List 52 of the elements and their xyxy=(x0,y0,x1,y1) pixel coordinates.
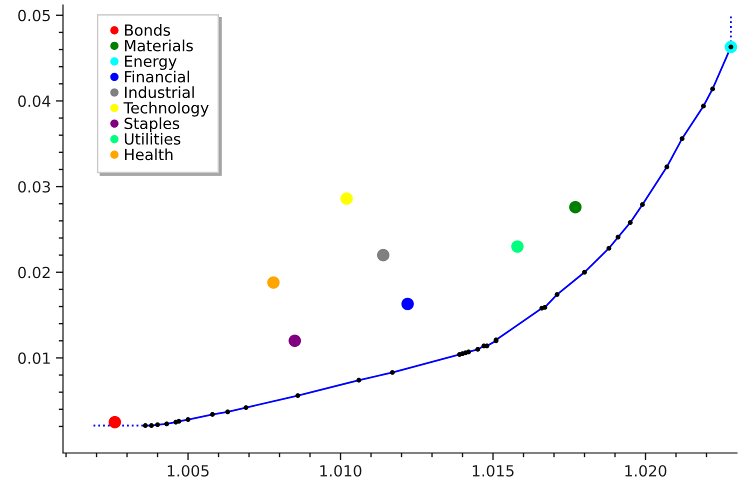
legend-label: Technology xyxy=(124,102,209,117)
y-tick-label: 0.03 xyxy=(18,181,50,193)
point xyxy=(640,202,645,207)
point xyxy=(466,350,472,354)
point xyxy=(484,344,490,348)
point xyxy=(680,136,685,142)
point xyxy=(149,423,154,428)
y-tick-label: 0.04 xyxy=(18,95,50,107)
x-tick-label: 1.015 xyxy=(472,465,514,477)
legend-label: Utilities xyxy=(124,132,180,145)
point xyxy=(155,422,160,428)
point xyxy=(288,334,301,347)
legend-label: Financial xyxy=(125,70,190,83)
point xyxy=(628,220,633,225)
point xyxy=(616,234,620,240)
point xyxy=(186,417,190,422)
point xyxy=(569,200,582,214)
legend-label: Staples xyxy=(124,117,180,132)
point xyxy=(210,412,215,417)
point xyxy=(142,423,148,428)
point xyxy=(511,240,524,253)
x-tick-label: 1.005 xyxy=(168,465,209,477)
point xyxy=(267,276,280,289)
point xyxy=(340,192,353,205)
legend-label: Energy xyxy=(125,56,177,70)
legend-label: Industrial xyxy=(125,86,194,98)
y-tick-label: 0.05 xyxy=(18,10,50,22)
legend-label: Bonds xyxy=(125,24,170,36)
point xyxy=(542,304,548,310)
point xyxy=(582,270,587,275)
point xyxy=(176,418,182,424)
point xyxy=(664,164,670,170)
x-tick-label: 1.020 xyxy=(625,465,666,477)
point xyxy=(225,409,230,414)
point xyxy=(554,292,560,297)
y-tick-label: 0.01 xyxy=(18,352,50,364)
point xyxy=(390,370,395,375)
point xyxy=(401,298,414,310)
point xyxy=(710,86,716,92)
point xyxy=(606,246,612,251)
point xyxy=(701,104,706,108)
point xyxy=(108,416,122,428)
legend-label: Health xyxy=(125,148,172,160)
point xyxy=(295,393,300,398)
point xyxy=(244,405,248,410)
point xyxy=(475,346,480,352)
y-tick-label: 0.02 xyxy=(18,266,50,278)
legend-label: Materials xyxy=(125,40,193,52)
point xyxy=(164,421,170,426)
point xyxy=(356,378,362,383)
point xyxy=(377,248,390,262)
x-tick-label: 1.010 xyxy=(320,465,362,477)
